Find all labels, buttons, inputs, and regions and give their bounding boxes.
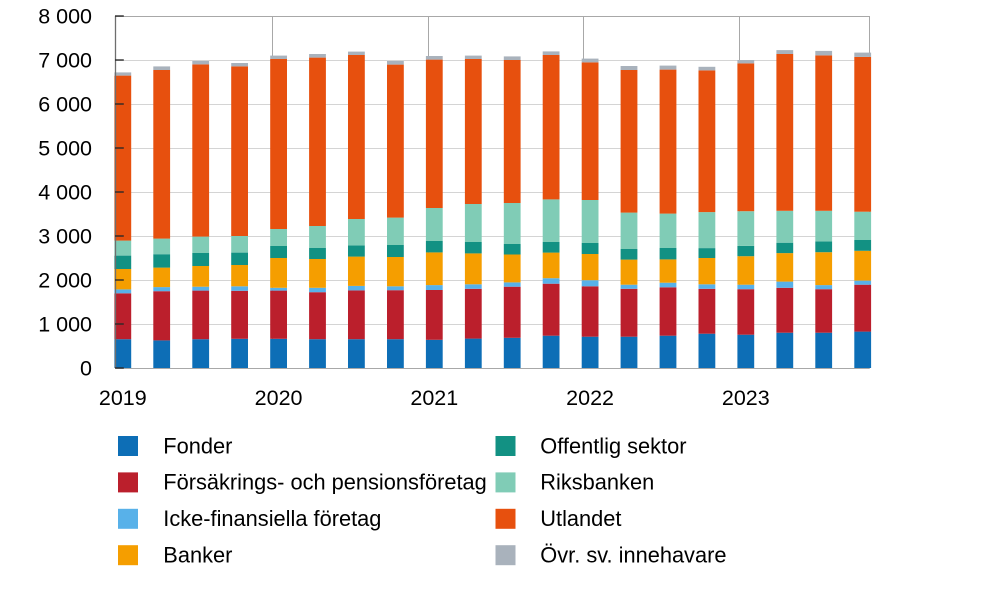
- svg-text:2020: 2020: [255, 386, 303, 410]
- svg-text:Övr. sv. innehavare: Övr. sv. innehavare: [540, 543, 726, 568]
- svg-text:Fonder: Fonder: [163, 433, 232, 458]
- svg-text:2019: 2019: [99, 386, 147, 410]
- svg-text:Utlandet: Utlandet: [540, 506, 621, 531]
- svg-text:3 000: 3 000: [38, 225, 92, 249]
- svg-text:0: 0: [80, 357, 92, 381]
- svg-text:Riksbanken: Riksbanken: [540, 470, 654, 495]
- svg-text:2023: 2023: [722, 386, 770, 410]
- svg-text:Offentlig sektor: Offentlig sektor: [540, 433, 686, 458]
- svg-text:2021: 2021: [410, 386, 458, 410]
- svg-text:Icke-finansiella företag: Icke-finansiella företag: [163, 506, 381, 531]
- svg-text:8 000: 8 000: [38, 5, 92, 29]
- svg-text:5 000: 5 000: [38, 137, 92, 161]
- svg-text:7 000: 7 000: [38, 49, 92, 73]
- svg-text:1 000: 1 000: [38, 313, 92, 337]
- svg-text:2022: 2022: [566, 386, 614, 410]
- svg-text:Försäkrings- och pensionsföret: Försäkrings- och pensionsföretag: [163, 470, 486, 495]
- svg-text:2 000: 2 000: [38, 269, 92, 293]
- svg-text:4 000: 4 000: [38, 181, 92, 205]
- svg-text:6 000: 6 000: [38, 93, 92, 117]
- svg-text:Banker: Banker: [163, 543, 232, 568]
